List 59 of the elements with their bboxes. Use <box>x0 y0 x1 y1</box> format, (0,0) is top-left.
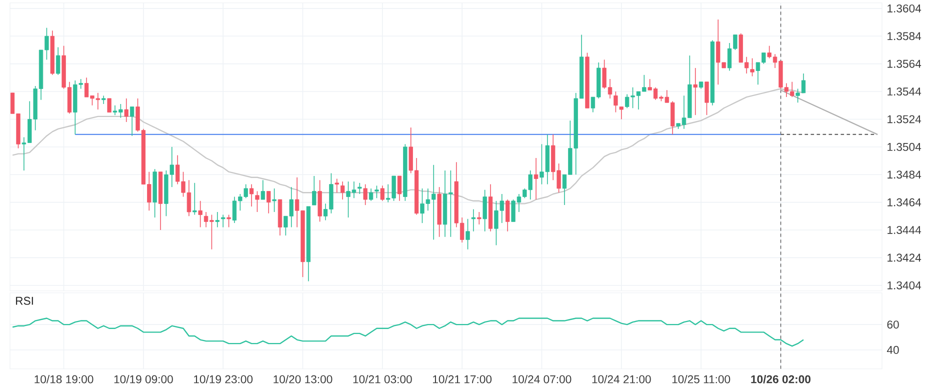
candlestick <box>221 214 226 228</box>
y-tick-label: 1.3444 <box>888 226 922 234</box>
y-tick-label: 1.3544 <box>888 88 922 96</box>
candlestick <box>534 158 538 200</box>
candlestick <box>471 208 476 232</box>
x-tick-label: 10/20 13:00 <box>274 374 332 384</box>
candlestick <box>614 91 618 113</box>
candlestick <box>192 182 197 216</box>
candlestick <box>340 181 345 200</box>
candlestick <box>380 185 384 202</box>
candlestick <box>374 185 379 199</box>
candlestick <box>198 200 202 228</box>
candlestick <box>226 214 231 228</box>
candlestick <box>215 212 220 228</box>
y-tick-label: 1.3564 <box>888 60 922 68</box>
candlestick <box>619 106 624 120</box>
candlestick <box>750 58 754 77</box>
x-tick-label: 10/19 23:00 <box>194 374 253 384</box>
candlestick <box>704 81 709 116</box>
candlestick <box>102 95 106 104</box>
y-tick-label: 60 <box>887 320 899 329</box>
y-tick-label: 1.3524 <box>888 115 922 124</box>
candlestick <box>272 188 276 212</box>
y-tick-label: 1.3464 <box>888 198 922 206</box>
y-tick-label: 1.3424 <box>888 254 922 262</box>
x-tick-label: 10/19 09:00 <box>114 374 173 384</box>
candlestick <box>266 190 271 214</box>
chart-title: RSI <box>16 296 33 305</box>
y-tick-label: 40 <box>886 346 899 354</box>
y-tick-label: 1.3604 <box>888 4 922 12</box>
candlestick <box>482 189 487 232</box>
x-tick-label: 10/21 03:00 <box>353 374 412 384</box>
candlestick <box>255 190 260 212</box>
candlestick <box>249 184 254 207</box>
candlestick <box>124 98 128 122</box>
x-tick-label: 10/25 11:00 <box>672 374 730 384</box>
candlestick <box>466 218 470 250</box>
y-tick-label: 1.3584 <box>888 32 922 40</box>
candlestick <box>397 176 402 202</box>
x-tick-label: 10/26 02:00 <box>751 374 810 384</box>
candlestick <box>312 176 316 206</box>
x-tick-label: 10/21 17:00 <box>433 374 492 384</box>
candlestick <box>334 178 339 194</box>
y-tick-label: 1.3484 <box>888 170 922 179</box>
candlestick <box>130 106 134 136</box>
candlestick <box>107 98 112 113</box>
x-tick-label: 10/18 19:00 <box>34 374 94 384</box>
candlestick <box>358 182 362 194</box>
candlestick <box>56 46 60 76</box>
candlestick <box>368 188 374 202</box>
candlestick <box>260 180 266 200</box>
candlestick <box>477 212 482 225</box>
candlestick <box>506 199 510 232</box>
y-tick-label: 1.3504 <box>888 142 922 151</box>
candlestick <box>363 184 368 206</box>
candlestick <box>693 68 698 116</box>
x-tick-label: 10/24 07:00 <box>512 374 572 384</box>
y-tick-label: 1.3404 <box>888 281 922 290</box>
x-tick-label: 10/24 21:00 <box>592 374 651 384</box>
